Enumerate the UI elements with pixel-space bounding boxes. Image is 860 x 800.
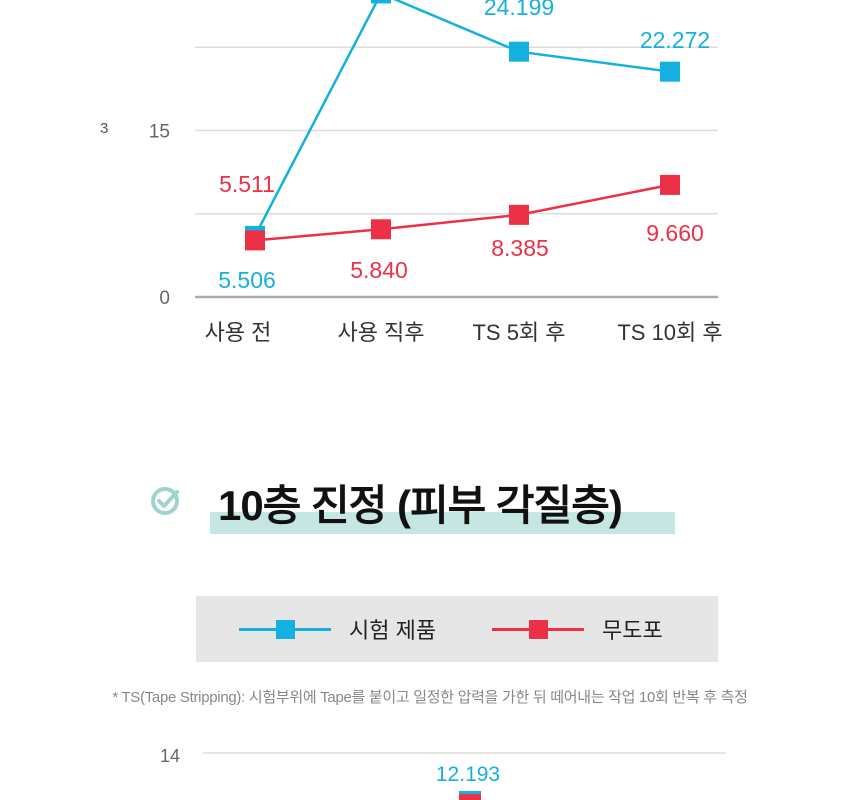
legend-label: 시험 제품 [349, 618, 437, 643]
data-label: 22.272 [640, 27, 710, 53]
bar-top-cap [459, 791, 481, 794]
legend-label: 무도포 [602, 618, 663, 643]
data-label: 8.385 [491, 235, 549, 261]
y-axis-outside-label: 3 [100, 120, 109, 137]
square-marker-icon [276, 619, 295, 639]
data-point-marker [660, 174, 680, 195]
data-label: 24.199 [484, 0, 554, 20]
x-tick-label: 사용 전 [205, 320, 272, 345]
data-point-marker [509, 41, 529, 62]
square-marker-icon [529, 619, 548, 639]
bar-top-partial [459, 791, 481, 800]
x-tick-label: TS 10회 후 [617, 320, 722, 345]
series-line [253, 0, 671, 237]
data-point-marker [509, 204, 529, 225]
data-label: 9.660 [646, 220, 704, 246]
y-tick-label: 14 [160, 746, 180, 766]
data-point-marker [371, 0, 391, 4]
legend-item-test-product: 시험 제품 [239, 596, 436, 662]
y-tick-label: 15 [149, 122, 170, 143]
section-heading: 10층 진정 (피부 각질층) [150, 470, 690, 540]
title-highlight [210, 512, 675, 534]
legend: 시험 제품 무도포 [196, 596, 718, 662]
legend-line-red [492, 619, 584, 639]
section-title: 10층 진정 (피부 각질층) [218, 482, 623, 529]
line-chart: 0 15 사용 전 사용 직후 TS 5회 후 TS 10회 후 5.506 24.199 2… [149, 0, 723, 345]
data-label: 5.840 [350, 257, 408, 283]
footnote: * TS(Tape Stripping): 시험부위에 Tape를 붙이고 일정… [112, 689, 748, 706]
y-tick-label: 0 [159, 288, 170, 309]
data-label: 5.506 [218, 267, 276, 293]
data-label: 12.193 [436, 763, 500, 786]
data-point-marker [245, 230, 265, 251]
x-tick-label: TS 5회 후 [472, 320, 565, 345]
check-circle-icon [151, 487, 179, 515]
data-label: 5.511 [219, 171, 275, 197]
series-line [254, 183, 671, 242]
legend-line-blue [239, 619, 331, 639]
legend-item-untreated: 무도포 [492, 596, 663, 662]
data-point-marker [660, 61, 680, 82]
data-point-marker [371, 219, 391, 240]
x-tick-label: 사용 직후 [337, 320, 424, 345]
